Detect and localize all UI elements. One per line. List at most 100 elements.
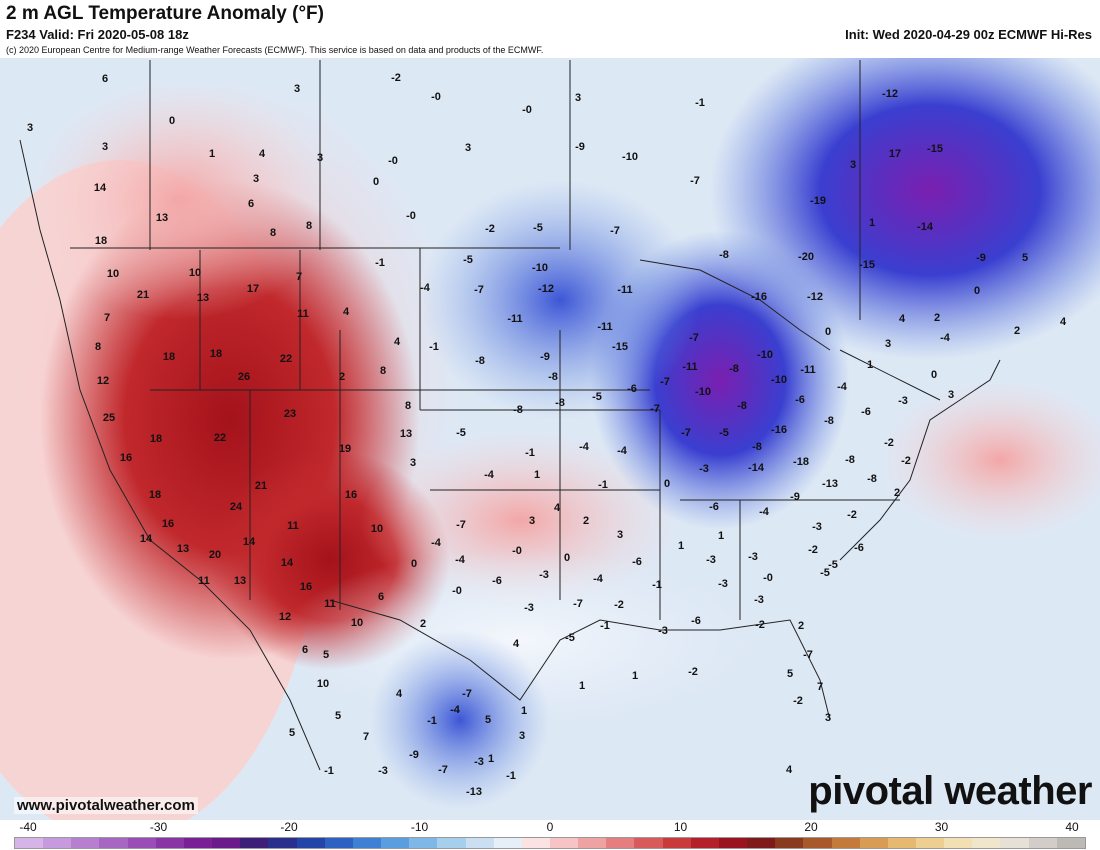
anomaly-value-label: -4 <box>420 282 431 294</box>
colorbar-swatch <box>268 838 297 848</box>
anomaly-value-label: 1 <box>632 670 638 682</box>
colorbar-swatch <box>43 838 72 848</box>
anomaly-value-label: 16 <box>300 581 312 593</box>
anomaly-value-label: 3 <box>294 83 300 95</box>
anomaly-value-label: -12 <box>882 88 898 100</box>
colorbar-swatch <box>859 838 888 848</box>
anomaly-value-label: 1 <box>718 530 724 542</box>
anomaly-value-label: 5 <box>335 710 341 722</box>
anomaly-value-label: 13 <box>234 575 246 587</box>
anomaly-value-label: -4 <box>593 573 604 585</box>
anomaly-value-label: -3 <box>812 521 822 533</box>
colorbar-swatch <box>578 838 607 848</box>
anomaly-value-label: -3 <box>378 765 388 777</box>
anomaly-value-label: 18 <box>149 489 161 501</box>
anomaly-value-label: -15 <box>927 143 943 155</box>
colorbar-swatch <box>1056 838 1085 848</box>
anomaly-value-label: -1 <box>695 97 705 109</box>
anomaly-value-label: 6 <box>378 591 384 603</box>
anomaly-value-label: -8 <box>867 473 877 485</box>
anomaly-value-label: 8 <box>380 365 386 377</box>
anomaly-value-label: 3 <box>253 173 259 185</box>
anomaly-value-label: -15 <box>859 259 875 271</box>
anomaly-value-label: -7 <box>438 764 448 776</box>
colorbar-tick-label: -40 <box>19 820 37 834</box>
anomaly-value-label: 16 <box>120 452 132 464</box>
anomaly-value-label: 0 <box>169 115 175 127</box>
anomaly-value-label: 4 <box>396 688 403 700</box>
anomaly-value-label: -9 <box>790 491 800 503</box>
anomaly-value-label: 8 <box>95 341 101 353</box>
anomaly-value-label: 12 <box>97 375 109 387</box>
anomaly-value-label: -1 <box>600 620 610 632</box>
anomaly-value-label: 0 <box>373 176 379 188</box>
anomaly-value-label: 12 <box>279 611 291 623</box>
pivotal-weather-logo: pivotal weather <box>808 769 1092 813</box>
anomaly-value-label: -2 <box>884 437 894 449</box>
anomaly-value-label: 4 <box>394 336 401 348</box>
anomaly-value-label: 5 <box>323 649 329 661</box>
anomaly-value-label: 21 <box>255 480 267 492</box>
anomaly-value-label: -3 <box>718 578 728 590</box>
anomaly-value-label: -7 <box>803 649 813 661</box>
colorbar-tick-label: 0 <box>546 820 554 834</box>
anomaly-value-label: 10 <box>351 617 363 629</box>
colorbar-swatch <box>296 838 325 848</box>
colorbar-tick-label: 20 <box>804 820 818 834</box>
anomaly-value-label: -1 <box>652 579 662 591</box>
anomaly-value-label: 5 <box>485 714 491 726</box>
colorbar-swatch <box>944 838 973 848</box>
anomaly-value-label: 22 <box>214 432 226 444</box>
anomaly-value-label: -14 <box>748 462 765 474</box>
anomaly-value-label: 11 <box>198 575 210 587</box>
colorbar-swatch <box>690 838 719 848</box>
anomaly-value-label: -7 <box>573 598 583 610</box>
anomaly-value-label: 2 <box>894 487 900 499</box>
anomaly-value-label: -5 <box>463 254 473 266</box>
colorbar-swatch <box>183 838 213 848</box>
anomaly-value-label: 0 <box>825 326 831 338</box>
anomaly-value-label: 14 <box>243 536 256 548</box>
colorbar-swatch <box>831 838 860 848</box>
anomaly-value-label: -11 <box>617 284 632 296</box>
anomaly-value-label: -1 <box>375 257 385 269</box>
anomaly-value-label: -8 <box>555 397 565 409</box>
anomaly-value-label: 3 <box>27 122 33 134</box>
anomaly-value-label: -3 <box>524 602 534 614</box>
anomaly-value-label: -8 <box>475 355 485 367</box>
colorbar-swatch <box>15 838 44 848</box>
anomaly-value-label: 1 <box>521 705 527 717</box>
anomaly-value-label: 13 <box>156 212 168 224</box>
anomaly-value-label: -7 <box>681 427 691 439</box>
anomaly-value-label: 8 <box>306 220 312 232</box>
colorbar-swatch <box>916 838 945 848</box>
anomaly-value-label: 2 <box>798 620 804 632</box>
anomaly-value-label: -6 <box>492 575 502 587</box>
colorbar-swatch <box>240 838 269 848</box>
colorbar-tick-label: -30 <box>149 820 168 834</box>
anomaly-value-label: 14 <box>94 182 107 194</box>
colorbar-tick-label: 30 <box>934 820 949 834</box>
anomaly-value-label: 3 <box>825 712 831 724</box>
anomaly-value-label: 26 <box>238 371 250 383</box>
valid-time: F234 Valid: Fri 2020-05-08 18z <box>6 27 189 42</box>
anomaly-value-label: -10 <box>695 386 711 398</box>
anomaly-value-label: 2 <box>420 618 426 630</box>
anomaly-value-label: -20 <box>798 251 814 263</box>
anomaly-value-label: -3 <box>706 554 716 566</box>
anomaly-value-label: -16 <box>751 291 767 303</box>
anomaly-value-label: -13 <box>822 478 838 490</box>
anomaly-value-label: 10 <box>189 267 201 279</box>
anomaly-value-label: -8 <box>752 441 762 453</box>
anomaly-value-label: -14 <box>917 221 934 233</box>
anomaly-value-label: -0 <box>763 572 773 584</box>
anomaly-value-label: 7 <box>104 312 110 324</box>
map-header: 2 m AGL Temperature Anomaly (°F) F234 Va… <box>0 0 1100 58</box>
anomaly-value-label: 0 <box>411 558 417 570</box>
anomaly-value-label: 18 <box>163 351 175 363</box>
anomaly-value-label: 4 <box>513 638 520 650</box>
anomaly-value-label: -0 <box>388 155 398 167</box>
anomaly-value-label: -3 <box>658 625 668 637</box>
anomaly-value-label: -2 <box>901 455 911 467</box>
anomaly-value-label: -8 <box>824 415 834 427</box>
